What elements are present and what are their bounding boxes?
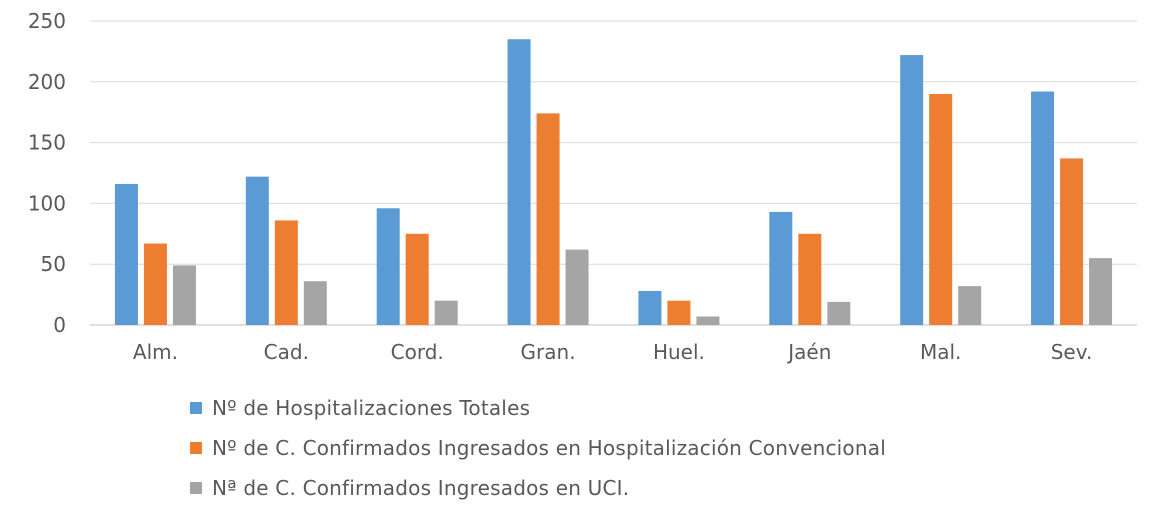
legend-label: Nª de C. Confirmados Ingresados en UCI. xyxy=(212,476,630,500)
bar xyxy=(900,55,924,325)
bar xyxy=(245,176,269,325)
bar xyxy=(114,183,138,325)
bar xyxy=(434,300,458,325)
bar xyxy=(536,113,560,325)
bar xyxy=(507,39,531,326)
legend-swatch xyxy=(190,442,202,454)
y-tick-label: 100 xyxy=(28,191,66,215)
legend-label: Nº de Hospitalizaciones Totales xyxy=(212,396,531,420)
bar xyxy=(405,233,429,325)
y-tick-label: 250 xyxy=(28,9,66,33)
bar xyxy=(798,233,822,325)
bar xyxy=(769,211,793,325)
bar xyxy=(638,290,662,325)
legend-swatch xyxy=(190,482,202,494)
x-tick-label: Jaén xyxy=(786,340,831,364)
y-tick-label: 50 xyxy=(41,252,66,276)
y-tick-label: 200 xyxy=(28,70,66,94)
bar xyxy=(376,208,400,325)
bar xyxy=(696,316,720,325)
legend-item-uci: Nª de C. Confirmados Ingresados en UCI. xyxy=(190,468,886,508)
x-tick-label: Cad. xyxy=(264,340,309,364)
bar xyxy=(667,300,691,325)
bar xyxy=(143,243,167,325)
x-tick-label: Gran. xyxy=(521,340,576,364)
bar xyxy=(1031,91,1055,325)
y-tick-label: 0 xyxy=(53,313,66,337)
legend-item-hospitalizacion-convencional: Nº de C. Confirmados Ingresados en Hospi… xyxy=(190,428,886,468)
bar xyxy=(274,220,298,325)
legend-label: Nº de C. Confirmados Ingresados en Hospi… xyxy=(212,436,886,460)
legend-swatch xyxy=(190,402,202,414)
bar xyxy=(1089,258,1113,325)
chart-legend: Nº de Hospitalizaciones Totales Nº de C.… xyxy=(190,388,886,508)
x-tick-label: Mal. xyxy=(920,340,961,364)
y-tick-label: 150 xyxy=(28,131,66,155)
bar xyxy=(958,286,982,325)
bar xyxy=(929,93,953,326)
bar xyxy=(565,249,589,325)
x-tick-label: Cord. xyxy=(391,340,444,364)
bar xyxy=(172,265,196,325)
bar xyxy=(303,281,327,325)
bar xyxy=(827,301,851,325)
x-tick-label: Huel. xyxy=(653,340,705,364)
bar xyxy=(1060,158,1084,325)
legend-item-hospitalizaciones-totales: Nº de Hospitalizaciones Totales xyxy=(190,388,886,428)
x-tick-label: Alm. xyxy=(133,340,178,364)
x-tick-label: Sev. xyxy=(1051,340,1093,364)
